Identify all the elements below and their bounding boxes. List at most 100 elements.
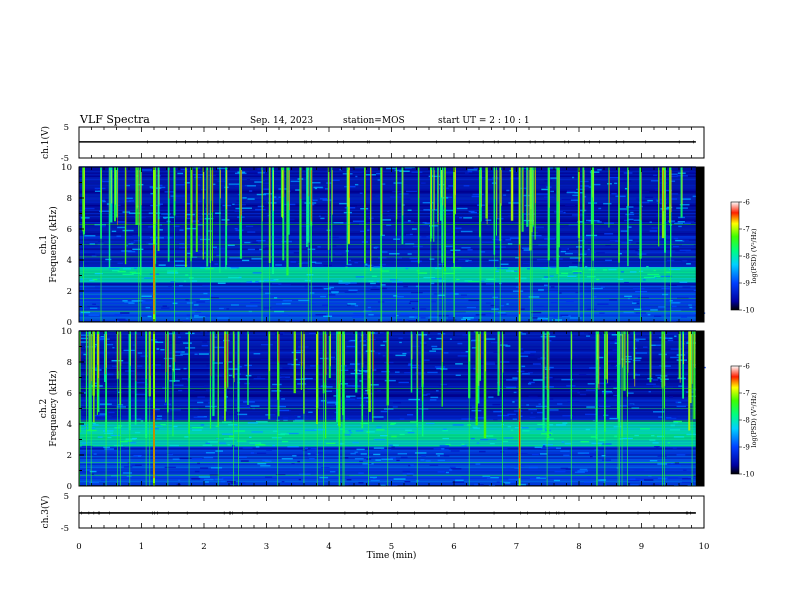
noise-patch [600,286,605,288]
noise-patch [481,177,486,179]
noise-patch [364,222,369,224]
noise-patch [638,270,644,272]
noise-patch [441,448,445,450]
noise-patch [635,340,640,342]
y-tick-label: -5 [61,524,69,534]
noise-patch [521,333,527,335]
freq-band [79,200,696,202]
noise-patch [605,259,612,262]
noise-patch [346,396,351,398]
noise-patch [462,334,469,336]
noise-patch [259,248,263,251]
noise-patch [80,217,90,219]
noise-patch [142,169,153,171]
noise-patch [375,332,384,334]
noise-patch [563,454,570,456]
noise-patch [538,289,544,291]
noise-patch [305,302,316,304]
noise-patch [377,333,389,335]
noise-patch [125,184,130,187]
noise-patch [291,320,300,322]
noise-patch [389,279,398,281]
noise-patch [271,390,282,392]
noise-patch [605,244,611,247]
noise-patch [617,278,624,281]
freq-band [79,246,696,249]
noise-patch [323,386,333,388]
x-tick-label: 3 [264,542,269,552]
noise-patch [472,193,484,196]
noise-patch [238,276,242,279]
noise-patch [259,280,264,282]
noise-patch [619,460,628,462]
noise-patch [301,262,309,264]
noise-patch [472,426,478,428]
noise-patch [280,284,291,286]
noise-patch [350,282,357,284]
noise-patch [345,283,349,286]
noise-patch [157,351,162,354]
noise-patch [104,448,115,450]
noise-patch [153,427,159,430]
noise-patch [536,428,546,430]
noise-patch [282,367,290,369]
noise-patch [204,217,214,220]
y-axis-label: ch.1(V) [40,126,51,159]
freq-band [79,302,696,305]
noise-patch [381,458,393,461]
noise-patch [373,438,386,441]
noise-patch [640,428,650,430]
freq-band [79,248,696,250]
noise-patch [262,200,267,203]
noise-patch [655,447,659,449]
noise-patch [346,263,352,266]
noise-patch [242,259,250,262]
noise-patch [207,441,219,443]
colorbar-tick-label: -8 [743,417,750,425]
noise-patch [468,260,473,263]
noise-patch [278,405,287,408]
noise-patch [430,277,443,280]
noise-patch [456,278,460,281]
noise-patch [342,457,349,459]
noise-patch [670,462,674,465]
noise-patch [136,253,140,255]
noise-patch [410,260,422,263]
noise-patch [391,435,397,438]
noise-patch [229,472,237,474]
noise-patch [411,345,420,348]
noise-patch [599,312,605,314]
noise-patch [481,314,492,316]
noise-patch [408,363,412,365]
noise-patch [243,401,255,403]
noise-patch [479,484,484,486]
x-tick-label: 6 [451,542,456,552]
noise-patch [246,179,250,181]
noise-patch [122,273,134,275]
noise-patch [465,350,471,353]
noise-patch [214,478,224,481]
noise-patch [436,230,444,233]
noise-patch [304,429,317,432]
noise-patch [561,441,565,443]
noise-patch [423,209,430,211]
noise-patch [507,413,516,416]
freq-band [79,208,696,210]
noise-patch [500,304,505,307]
noise-patch [513,410,523,412]
noise-patch [528,381,535,384]
noise-patch [81,414,89,417]
noise-patch [186,302,194,304]
noise-patch [588,220,600,222]
noise-patch [141,378,145,380]
noise-patch [252,272,262,274]
colorbar-tick-label: -7 [743,226,750,234]
noise-patch [586,252,594,254]
noise-patch [344,291,357,293]
noise-patch [205,452,215,454]
noise-patch [590,455,593,458]
noise-patch [185,299,189,301]
noise-patch [221,421,232,424]
noise-patch [315,314,327,316]
noise-patch [656,435,665,438]
